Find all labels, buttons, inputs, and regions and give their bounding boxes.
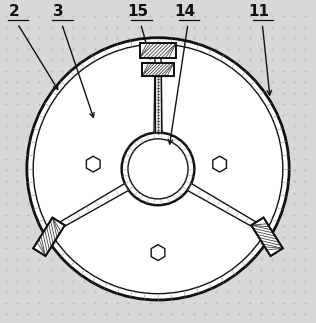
- Polygon shape: [33, 217, 65, 256]
- Polygon shape: [140, 43, 176, 57]
- Text: 3: 3: [53, 4, 64, 19]
- Polygon shape: [86, 156, 100, 172]
- Polygon shape: [48, 183, 129, 234]
- Polygon shape: [187, 183, 268, 234]
- Polygon shape: [251, 217, 283, 256]
- Text: 14: 14: [174, 4, 195, 19]
- Text: 11: 11: [249, 4, 270, 19]
- Polygon shape: [154, 44, 162, 132]
- Polygon shape: [142, 63, 174, 76]
- Text: 2: 2: [9, 4, 20, 19]
- Text: 15: 15: [127, 4, 148, 19]
- Polygon shape: [151, 245, 165, 260]
- Polygon shape: [213, 156, 227, 172]
- Circle shape: [122, 132, 194, 205]
- Circle shape: [27, 38, 289, 300]
